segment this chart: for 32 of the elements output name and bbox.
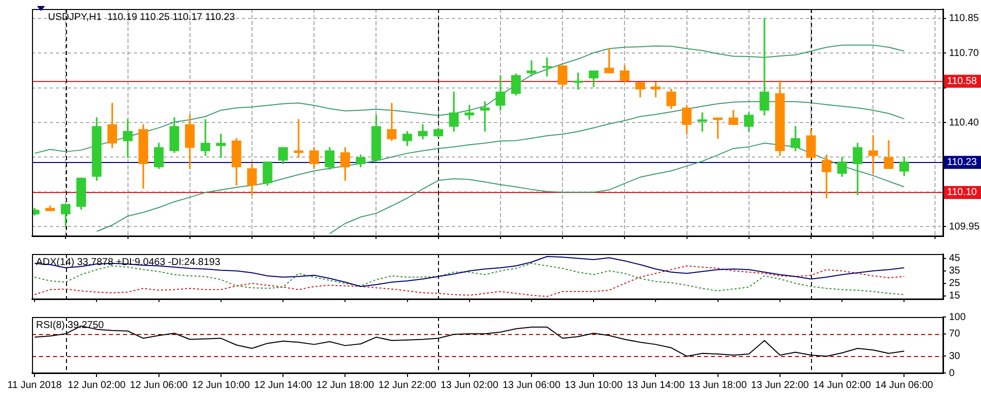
y-tick-label: 45 bbox=[949, 253, 961, 264]
x-tick-label: 11 Jun 2018 bbox=[7, 380, 62, 391]
y-tick-label: 70 bbox=[949, 328, 961, 340]
x-tick-label: 12 Jun 18:00 bbox=[316, 380, 375, 391]
y-tick-label: 30 bbox=[949, 350, 961, 362]
ref-line-label: 110.58 bbox=[947, 76, 978, 88]
y-tick-label: 25 bbox=[949, 278, 961, 290]
chart-title: RSI(8) 39.2750 bbox=[36, 320, 104, 331]
y-tick-label: 109.95 bbox=[949, 221, 980, 232]
x-tick-label: 13 Jun 18:00 bbox=[688, 380, 748, 391]
x-tick-label: 14 Jun 02:00 bbox=[813, 380, 872, 391]
ref-line-label: 110.10 bbox=[947, 187, 978, 198]
x-tick-label: 13 Jun 02:00 bbox=[440, 380, 499, 391]
chart-title: USDJPY,H1 110.19 110.25 110.17 110.23 bbox=[48, 12, 236, 23]
y-tick-label: 100 bbox=[949, 312, 966, 323]
x-tick-label: 13 Jun 22:00 bbox=[751, 380, 810, 391]
y-tick-label: 110.85 bbox=[949, 13, 980, 24]
y-tick-label: 110.40 bbox=[949, 117, 980, 128]
x-tick-label: 13 Jun 10:00 bbox=[564, 380, 623, 391]
x-tick-label: 12 Jun 14:00 bbox=[254, 380, 312, 391]
y-tick-label: 0 bbox=[949, 368, 955, 379]
y-tick-label: 110.70 bbox=[949, 48, 980, 59]
x-tick-label: 12 Jun 02:00 bbox=[68, 380, 126, 391]
x-tick-label: 12 Jun 06:00 bbox=[130, 380, 188, 391]
x-tick-label: 14 Jun 06:00 bbox=[875, 380, 934, 391]
y-tick-label: 15 bbox=[949, 290, 961, 302]
x-tick-label: 13 Jun 14:00 bbox=[626, 380, 686, 391]
x-tick-label: 13 Jun 06:00 bbox=[502, 380, 561, 391]
ref-line-label: 110.23 bbox=[947, 157, 978, 168]
x-tick-label: 12 Jun 10:00 bbox=[192, 380, 250, 391]
y-tick-label: 35 bbox=[949, 266, 961, 277]
x-tick-label: 12 Jun 22:00 bbox=[378, 380, 437, 391]
